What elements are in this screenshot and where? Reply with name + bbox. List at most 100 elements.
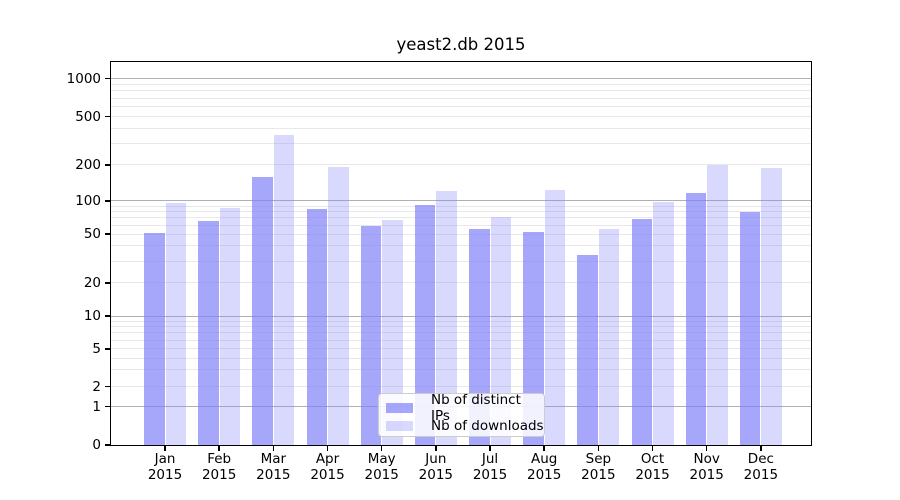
y-tick <box>105 115 111 118</box>
x-tick <box>435 446 437 451</box>
minor-gridline <box>111 106 811 107</box>
x-tick-label: May 2015 <box>364 451 399 483</box>
bar-distinct-ips-nov <box>685 193 707 445</box>
y-tick <box>105 164 111 166</box>
bar-downloads-apr <box>328 166 349 445</box>
bar-downloads-jun <box>436 191 457 445</box>
x-tick-label: Mar 2015 <box>256 451 291 483</box>
minor-gridline <box>111 320 811 322</box>
x-tick-label: Aug 2015 <box>527 451 562 483</box>
minor-gridline <box>111 211 811 213</box>
y-tick <box>105 77 111 80</box>
y-tick <box>105 233 111 235</box>
legend: Nb of distinct IPs Nb of downloads <box>378 392 545 437</box>
x-tick-label: Nov 2015 <box>689 451 724 483</box>
minor-gridline <box>111 233 811 235</box>
minor-gridline <box>111 127 811 129</box>
x-tick <box>705 446 708 451</box>
bar-distinct-ips-jul <box>469 229 490 445</box>
x-tick <box>326 446 329 451</box>
minor-gridline <box>111 224 811 226</box>
legend-label-downloads: Nb of downloads <box>431 418 544 434</box>
y-tick-label: 2 <box>92 378 101 395</box>
y-tick <box>105 348 111 350</box>
y-tick-label: 10 <box>83 308 101 324</box>
major-gridline <box>111 78 811 79</box>
x-tick <box>597 446 600 451</box>
minor-gridline <box>111 386 811 388</box>
bar-downloads-sep <box>598 229 620 445</box>
x-tick-label: Sep 2015 <box>581 451 616 483</box>
x-tick <box>651 446 654 451</box>
major-gridline <box>111 200 811 202</box>
x-tick <box>164 446 166 451</box>
legend-item-downloads: Nb of downloads <box>386 418 544 434</box>
y-tick-label: 500 <box>75 108 101 125</box>
legend-swatch-distinct-ips <box>386 403 413 413</box>
minor-gridline <box>111 260 811 262</box>
bar-distinct-ips-oct <box>631 219 653 445</box>
y-tick <box>105 444 111 446</box>
bar-distinct-ips-aug <box>523 232 544 445</box>
major-gridline <box>111 315 811 317</box>
y-tick <box>105 200 111 202</box>
x-tick-label: Feb 2015 <box>201 451 237 483</box>
bar-distinct-ips-mar <box>252 176 273 445</box>
minor-gridline <box>111 205 811 207</box>
bar-distinct-ips-sep <box>577 254 598 445</box>
x-tick-label: Oct 2015 <box>635 451 670 483</box>
y-tick-label: 0 <box>92 437 101 453</box>
bar-downloads-nov <box>707 164 728 445</box>
y-tick-label: 50 <box>83 226 101 242</box>
x-tick <box>218 446 220 451</box>
x-tick <box>380 446 383 451</box>
y-tick-label: 20 <box>83 274 101 291</box>
y-tick-label: 1 <box>92 398 101 415</box>
minor-gridline <box>111 90 811 92</box>
x-tick-label: Jan 2015 <box>147 451 183 483</box>
minor-gridline <box>111 348 811 350</box>
minor-gridline <box>111 326 811 328</box>
bar-downloads-oct <box>653 201 674 445</box>
bar-distinct-ips-jan <box>144 233 165 445</box>
bar-downloads-jan <box>165 202 186 445</box>
minor-gridline <box>111 97 811 99</box>
x-tick-label: Jul 2015 <box>472 451 508 483</box>
bar-downloads-dec <box>761 168 782 445</box>
y-tick <box>105 405 111 408</box>
x-tick-label: Jun 2015 <box>418 451 454 483</box>
bar-downloads-aug <box>544 189 566 445</box>
minor-gridline <box>111 339 811 341</box>
x-tick-label: Dec 2015 <box>743 451 779 483</box>
x-tick-label: Apr 2015 <box>310 451 345 483</box>
minor-gridline <box>111 143 811 145</box>
bar-distinct-ips-apr <box>306 208 327 445</box>
y-tick <box>105 282 111 284</box>
bar-distinct-ips-jun <box>414 204 436 445</box>
minor-gridline <box>111 245 811 247</box>
y-tick-label: 5 <box>92 340 101 357</box>
chart-title: yeast2.db 2015 <box>396 35 526 54</box>
minor-gridline <box>111 369 811 371</box>
minor-gridline <box>111 332 811 334</box>
y-tick <box>105 385 111 388</box>
minor-gridline <box>111 357 811 359</box>
y-tick-label: 100 <box>75 192 101 209</box>
bar-downloads-may <box>382 220 403 445</box>
x-tick <box>760 446 762 451</box>
legend-swatch-downloads <box>386 421 413 431</box>
legend-label-distinct-ips: Nb of distinct IPs <box>430 392 521 424</box>
x-tick <box>543 446 545 451</box>
bar-downloads-jul <box>490 217 512 445</box>
legend-item-distinct-ips: Nb of distinct IPs <box>386 392 544 424</box>
minor-gridline <box>111 83 811 85</box>
y-tick <box>105 315 111 317</box>
x-tick <box>272 446 275 451</box>
y-tick-label: 200 <box>75 156 101 173</box>
x-tick <box>489 446 491 451</box>
bar-distinct-ips-feb <box>198 220 219 445</box>
minor-gridline <box>111 217 811 219</box>
minor-gridline <box>111 164 811 166</box>
bar-downloads-mar <box>273 135 295 445</box>
